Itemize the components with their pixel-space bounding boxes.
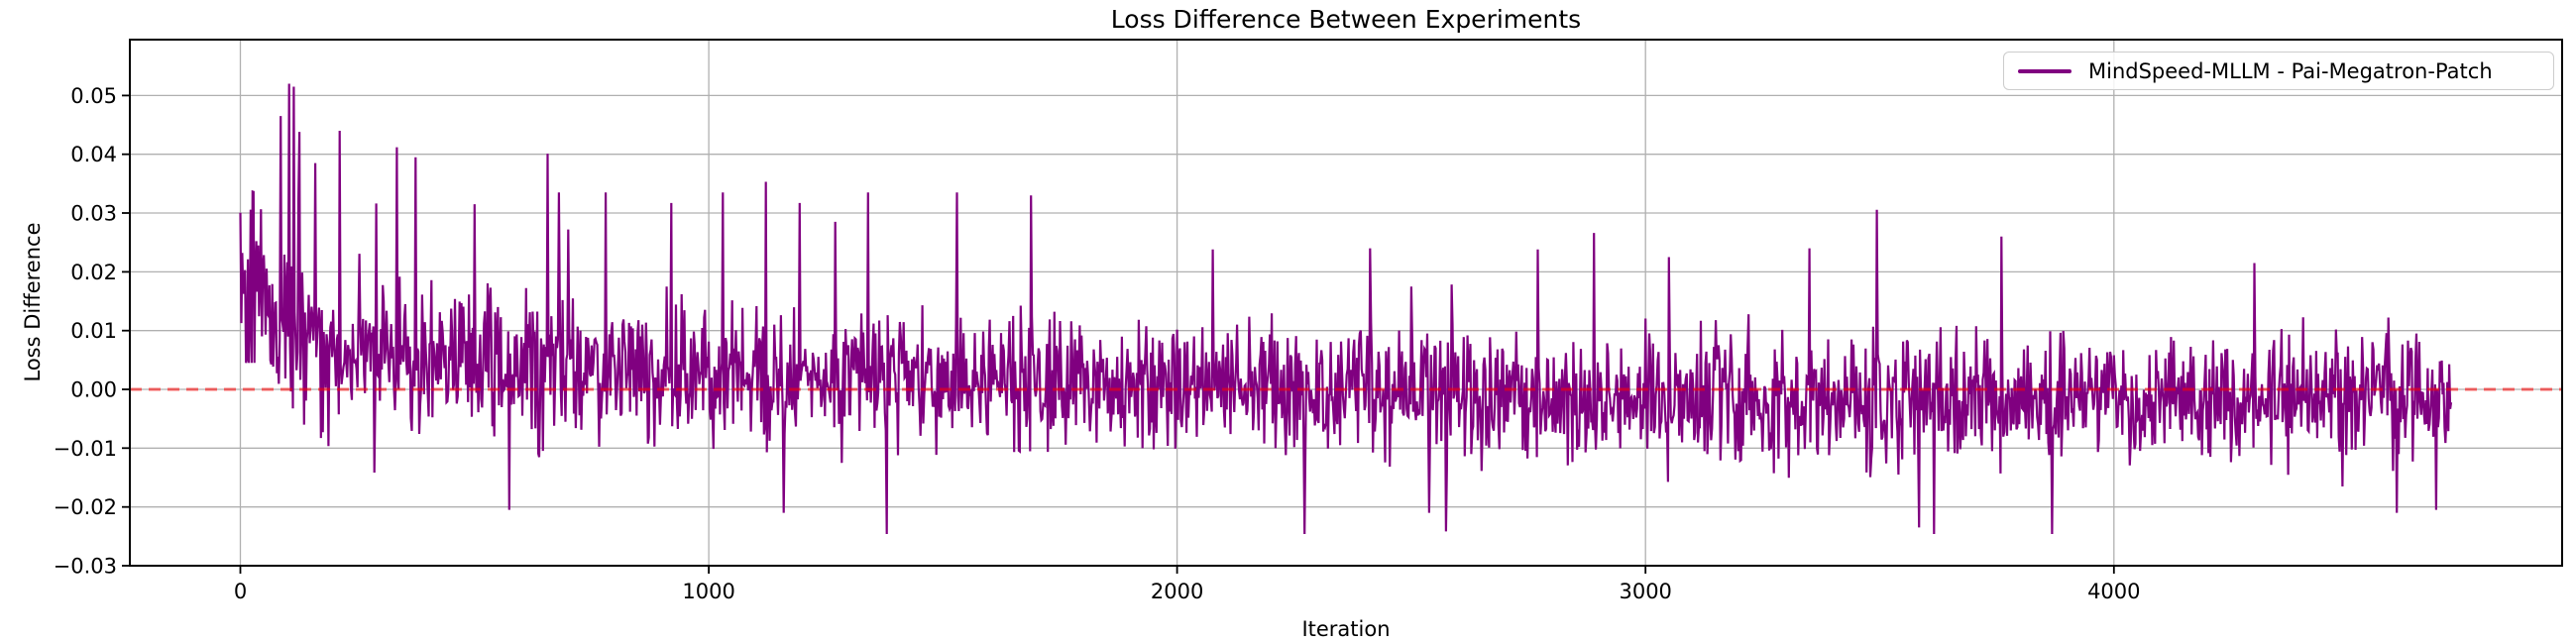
y-tick-label: 0.01 — [70, 319, 117, 343]
x-axis-label: Iteration — [1301, 617, 1391, 641]
legend-line-swatch — [2018, 68, 2072, 73]
y-tick-label: 0.00 — [70, 378, 117, 402]
x-tick-label: 0 — [234, 580, 247, 603]
y-tick-label: 0.03 — [70, 202, 117, 226]
series-line — [239, 83, 2453, 535]
y-tick-label: −0.01 — [54, 437, 117, 461]
x-tick-label: 2000 — [1151, 580, 1203, 603]
y-tick-label: 0.02 — [70, 261, 117, 284]
y-tick-label: 0.05 — [70, 84, 117, 108]
y-tick-label: −0.02 — [54, 495, 117, 519]
x-tick-label: 4000 — [2087, 580, 2140, 603]
x-tick-label: 3000 — [1619, 580, 1671, 603]
legend: MindSpeed-MLLM - Pai-Megatron-Patch — [2003, 52, 2554, 90]
y-tick-label: −0.03 — [54, 555, 117, 579]
y-tick-label: 0.04 — [70, 143, 117, 166]
axes-frame — [129, 39, 2563, 567]
legend-series-label: MindSpeed-MLLM - Pai-Megatron-Patch — [2088, 58, 2493, 83]
x-tick-label: 1000 — [682, 580, 734, 603]
chart-title: Loss Difference Between Experiments — [1110, 5, 1582, 34]
